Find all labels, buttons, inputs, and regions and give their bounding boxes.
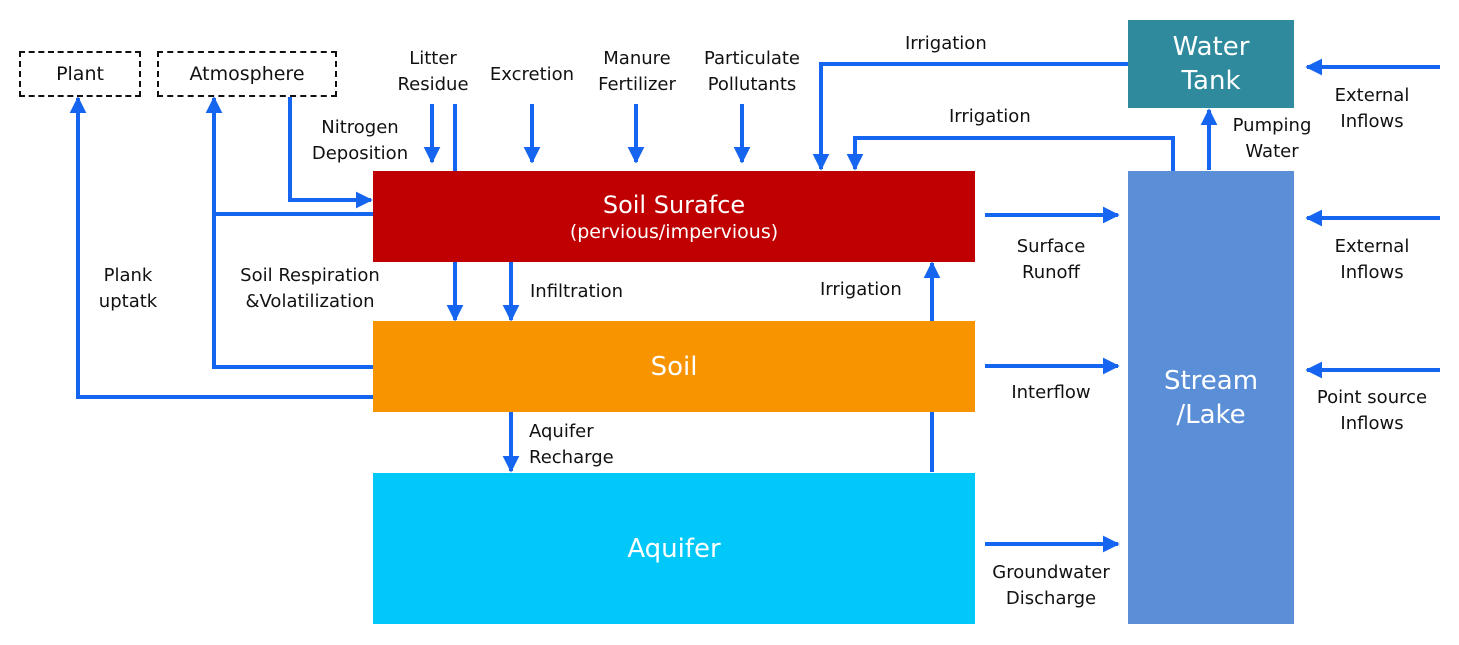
arrow-respiration-soil [205, 96, 373, 369]
excretion-label: Excretion [489, 64, 575, 85]
soil-box: Soil [373, 321, 975, 412]
soil-surface-title: Soil Surafce [602, 190, 746, 219]
external-inflows-1-label: External Inflows [1334, 85, 1410, 132]
soil-surface-box: Soil Surafce (pervious/impervious) [373, 171, 975, 262]
soil-surface-subtitle: (pervious/impervious) [569, 220, 779, 243]
soil-respiration-label: Soil Respiration &Volatilization [240, 265, 380, 312]
particulate-pollutants-label: Particulate Pollutants [703, 48, 800, 95]
atmosphere-box: Atmosphere [157, 51, 337, 97]
soil-label: Soil [650, 351, 698, 382]
irrigation-mid-label: Irrigation [949, 106, 1031, 127]
groundwater-discharge-label: Groundwater Discharge [992, 562, 1110, 609]
plant-box: Plant [19, 51, 141, 97]
pumping-water-label: Pumping Water [1232, 115, 1312, 162]
arrow-plant-uptake [69, 96, 373, 399]
infiltration-label: Infiltration [530, 281, 624, 302]
arrow-nitrogen-deposition [288, 96, 373, 209]
plant-label: Plant [56, 63, 104, 85]
water-tank-label: Water Tank [1172, 32, 1250, 96]
stream-lake-label: Stream /Lake [1163, 365, 1259, 430]
nitrogen-deposition-label: Nitrogen Deposition [311, 117, 409, 164]
aquifer-label: Aquifer [627, 533, 721, 564]
irrigation-top-label: Irrigation [905, 33, 987, 54]
water-tank-box: Water Tank [1128, 20, 1294, 108]
manure-fertilizer-label: Manure Fertilizer [598, 48, 676, 95]
point-source-inflows-label: Point source Inflows [1316, 387, 1428, 434]
aquifer-recharge-label: Aquifer Recharge [529, 421, 614, 468]
stream-lake-box: Stream /Lake [1128, 171, 1294, 624]
external-inflows-2-label: External Inflows [1334, 236, 1410, 283]
interflow-label: Interflow [1011, 382, 1091, 403]
surface-runoff-label: Surface Runoff [1016, 236, 1086, 283]
litter-residue-label: Litter Residue [397, 48, 469, 95]
arrow-irrigation-tank [812, 62, 1128, 171]
arrow-irrigation-stream [846, 136, 1175, 171]
irrigation-low-label: Irrigation [820, 279, 902, 300]
atmosphere-label: Atmosphere [189, 63, 305, 85]
aquifer-box: Aquifer [373, 473, 975, 624]
plank-uptake-label: Plank uptatk [98, 265, 158, 312]
